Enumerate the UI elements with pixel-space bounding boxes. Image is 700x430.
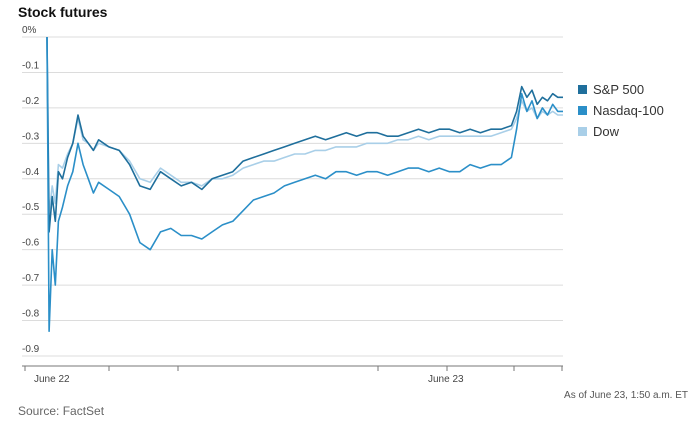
series-line-sp500 bbox=[46, 36, 563, 233]
legend-label-dow: Dow bbox=[593, 124, 620, 139]
legend-label-nasdaq: Nasdaq-100 bbox=[593, 103, 664, 118]
y-tick-label: -0.5 bbox=[22, 202, 40, 213]
series-line-dow bbox=[46, 36, 563, 215]
series-line-nasdaq bbox=[46, 36, 563, 332]
legend-swatch-dow bbox=[578, 127, 587, 136]
source-note: Source: FactSet bbox=[18, 404, 105, 418]
timestamp-note: As of June 23, 1:50 a.m. ET bbox=[564, 390, 688, 401]
y-tick-label: -0.2 bbox=[22, 96, 40, 107]
y-tick-label: -0.3 bbox=[22, 131, 40, 142]
y-tick-label: -0.9 bbox=[22, 344, 40, 355]
x-tick-label: June 23 bbox=[428, 374, 464, 385]
y-tick-label: 0% bbox=[22, 25, 37, 36]
legend-swatch-sp500 bbox=[578, 85, 587, 94]
legend-item-nasdaq: Nasdaq-100 bbox=[578, 100, 664, 121]
series-lines bbox=[46, 36, 563, 332]
y-tick-label: -0.1 bbox=[22, 60, 40, 71]
y-tick-label: -0.4 bbox=[22, 167, 40, 178]
legend-label-sp500: S&P 500 bbox=[593, 82, 645, 97]
legend: S&P 500 Nasdaq-100 Dow bbox=[578, 79, 664, 142]
y-tick-label: -0.7 bbox=[22, 273, 40, 284]
gridlines bbox=[22, 36, 563, 357]
x-tick-label: June 22 bbox=[34, 374, 70, 385]
legend-item-sp500: S&P 500 bbox=[578, 79, 664, 100]
legend-item-dow: Dow bbox=[578, 121, 664, 142]
x-axis: June 22 June 23 bbox=[22, 365, 563, 385]
chart-title: Stock futures bbox=[18, 4, 108, 20]
y-axis-tick-labels: 0% -0.1 -0.2 -0.3 -0.4 -0.5 -0.6 -0.7 -0.8 -0.9 bbox=[22, 25, 40, 355]
legend-swatch-nasdaq bbox=[578, 106, 587, 115]
y-tick-label: -0.6 bbox=[22, 238, 40, 249]
y-tick-label: -0.8 bbox=[22, 309, 40, 320]
